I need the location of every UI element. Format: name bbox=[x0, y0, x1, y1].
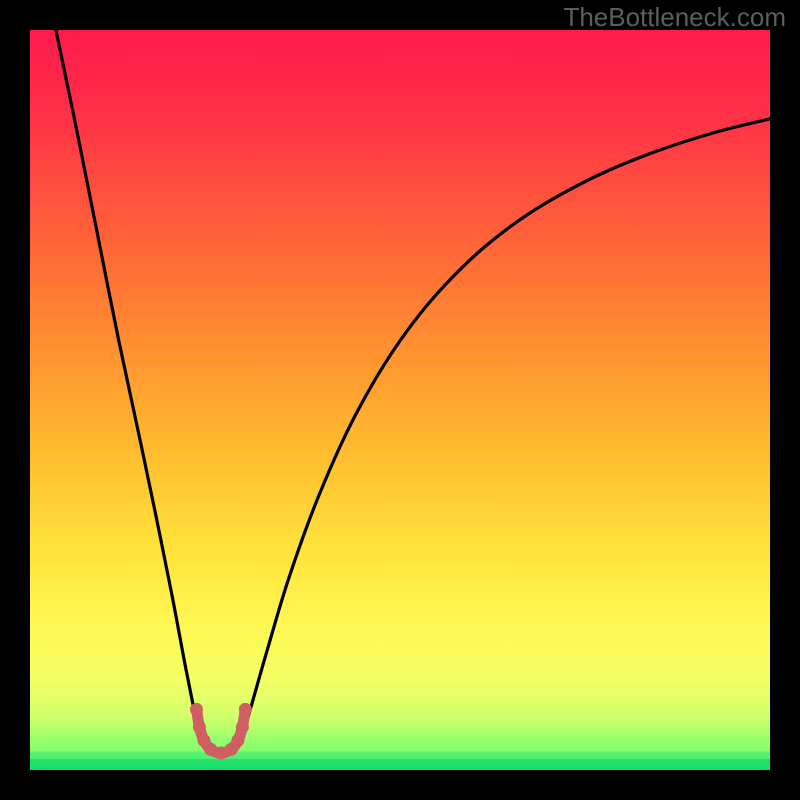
plot-area bbox=[30, 30, 770, 770]
valley-marker-dot bbox=[239, 703, 252, 716]
bottleneck-curve-left bbox=[56, 30, 205, 748]
valley-marker-dot bbox=[193, 721, 206, 734]
watermark-text: TheBottleneck.com bbox=[563, 2, 786, 33]
valley-marker-dot bbox=[231, 734, 244, 747]
valley-marker-dot bbox=[190, 703, 203, 716]
curves-layer bbox=[30, 30, 770, 770]
valley-marker-dot bbox=[236, 721, 249, 734]
bottleneck-curve-right bbox=[237, 119, 770, 748]
